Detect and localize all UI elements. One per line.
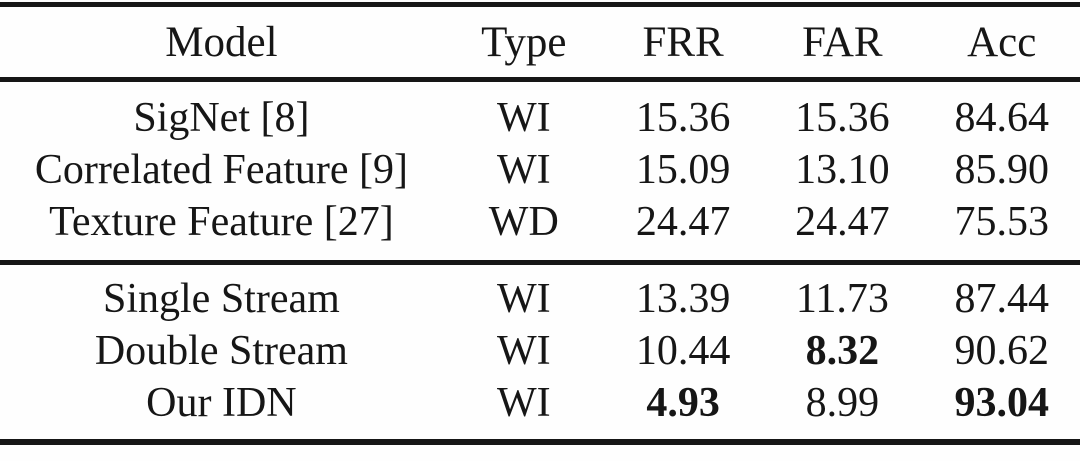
table-row: Our IDN WI 4.93 8.99 93.04 bbox=[0, 377, 1080, 442]
table-row: SigNet [8] WI 15.36 15.36 84.64 bbox=[0, 80, 1080, 145]
baseline-models-group: SigNet [8] WI 15.36 15.36 84.64 Correlated Fe… bbox=[0, 80, 1080, 263]
cell-acc: 75.53 bbox=[954, 199, 1049, 245]
cell-frr: 24.47 bbox=[635, 199, 731, 245]
cell-far: 8.32 bbox=[805, 328, 880, 374]
cell-model: SigNet [8] bbox=[133, 95, 310, 141]
cell-model: Double Stream bbox=[94, 328, 348, 374]
cell-model: Single Stream bbox=[0, 260, 443, 325]
cell-acc: 90.62 bbox=[954, 328, 1049, 374]
cell-frr: 15.09 bbox=[635, 147, 731, 193]
cell-model: Correlated Feature [9] bbox=[34, 147, 408, 193]
cell-acc: 87.44 bbox=[923, 260, 1080, 325]
column-header-type: Type bbox=[442, 4, 605, 82]
results-table: Model Type FRR FAR Acc SigNet [8] WI 15.36… bbox=[0, 2, 1080, 445]
table-row: Texture Feature [27] WD 24.47 24.47 75.53 bbox=[0, 196, 1080, 263]
cell-far: 24.47 bbox=[795, 199, 890, 245]
cell-type: WI bbox=[496, 147, 551, 193]
cell-acc: 84.64 bbox=[954, 95, 1049, 141]
cell-type: WI bbox=[442, 260, 605, 325]
cell-frr: 4.93 bbox=[646, 380, 720, 426]
cell-type: WI bbox=[496, 380, 551, 426]
proposed-models-group: Single Stream WI 13.39 11.73 87.44 Double Str… bbox=[0, 260, 1080, 443]
column-header-model: Model bbox=[0, 4, 443, 82]
cell-type: WD bbox=[488, 199, 559, 245]
column-header-frr: FRR bbox=[604, 4, 762, 82]
cell-far: 13.10 bbox=[795, 147, 890, 193]
cell-frr: 13.39 bbox=[604, 260, 762, 325]
cell-acc: 93.04 bbox=[954, 380, 1049, 426]
cell-frr: 15.36 bbox=[635, 95, 731, 141]
cell-acc: 85.90 bbox=[954, 147, 1049, 193]
cell-far: 11.73 bbox=[761, 260, 924, 325]
cell-frr: 10.44 bbox=[635, 328, 731, 374]
header-row: Model Type FRR FAR Acc bbox=[0, 4, 1080, 82]
cell-type: WI bbox=[496, 328, 551, 374]
column-header-far: FAR bbox=[761, 4, 924, 82]
table-row: Single Stream WI 13.39 11.73 87.44 bbox=[0, 260, 1080, 325]
cell-type: WI bbox=[496, 95, 551, 141]
column-header-acc: Acc bbox=[923, 4, 1080, 82]
table-row: Double Stream WI 10.44 8.32 90.62 bbox=[0, 325, 1080, 377]
table-header: Model Type FRR FAR Acc bbox=[0, 4, 1080, 82]
table-row: Correlated Feature [9] WI 15.09 13.10 85.90 bbox=[0, 144, 1080, 196]
cell-far: 15.36 bbox=[795, 95, 890, 141]
cell-model: Our IDN bbox=[146, 380, 297, 426]
cell-far: 8.99 bbox=[805, 380, 880, 426]
cell-model: Texture Feature [27] bbox=[49, 199, 394, 245]
